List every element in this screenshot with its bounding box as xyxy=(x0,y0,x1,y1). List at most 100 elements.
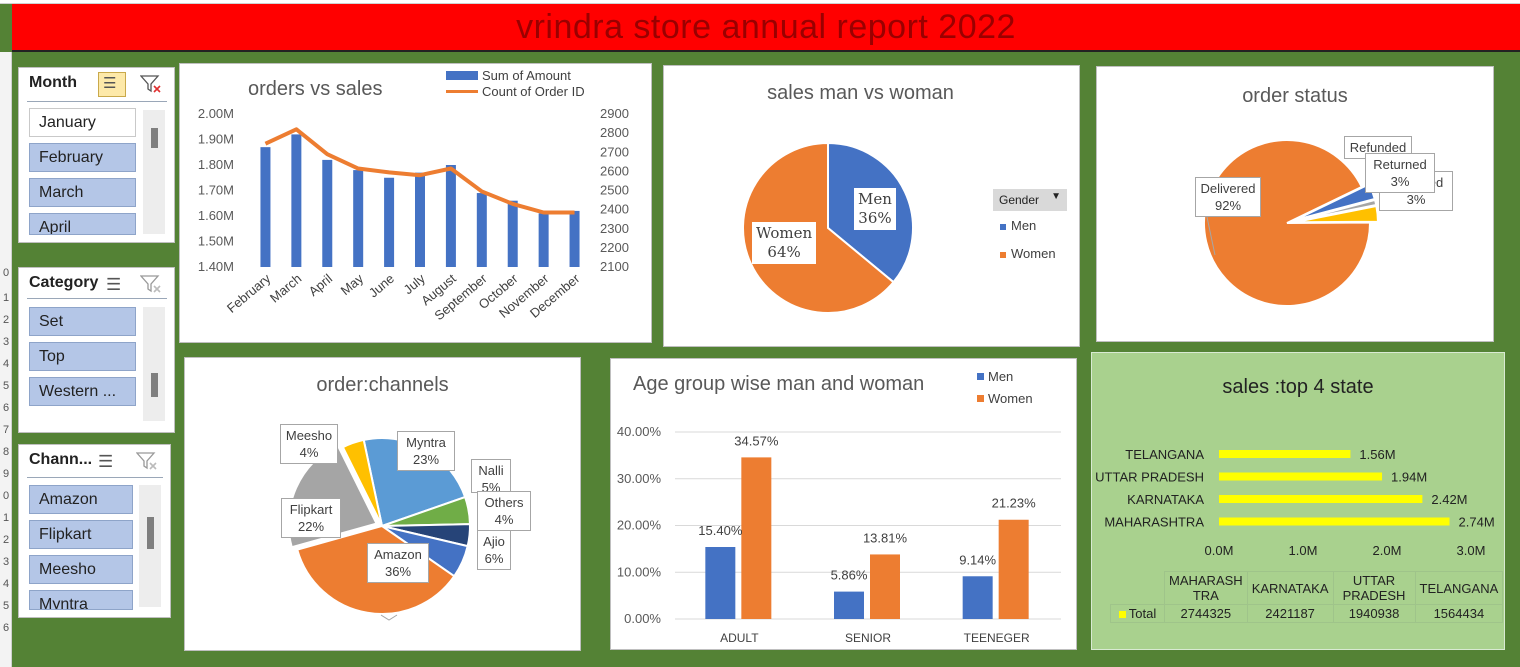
x-tick-label: 3.0M xyxy=(1457,543,1486,558)
gender-legend-filter[interactable]: Gender ▼ xyxy=(993,189,1067,211)
age-group-plot: 40.00% 30.00% 20.00% 10.00% 0.00% 15.40% 34.57… xyxy=(617,424,1061,645)
slicer-item-meesho[interactable]: Meesho xyxy=(29,555,133,584)
women-data-label: 13.81% xyxy=(863,530,908,545)
multi-select-icon[interactable]: ☰ xyxy=(106,275,122,294)
legend-label-women: Women xyxy=(988,391,1033,406)
label-nalli-name: Nalli xyxy=(478,463,504,478)
dropdown-arrow-icon: ▼ xyxy=(1051,191,1061,202)
amount-bar xyxy=(291,134,302,267)
label-returned: Returned 3% xyxy=(1365,153,1435,193)
slicer-item-march[interactable]: March xyxy=(29,178,136,207)
slicer-item-flipkart[interactable]: Flipkart xyxy=(29,520,133,549)
x-tick-label: TEENEGER xyxy=(964,631,1030,645)
slicer-item-myntra[interactable]: Myntra xyxy=(29,590,133,610)
row-number: 1 xyxy=(2,292,10,304)
scrollbar-thumb[interactable] xyxy=(147,517,154,549)
status-slice xyxy=(1294,198,1378,223)
slicer-header: Month xyxy=(29,74,77,91)
slicer-divider xyxy=(27,101,167,102)
legend-swatch-women xyxy=(1000,252,1006,258)
age-group-chart[interactable]: Age group wise man and woman Men Women 4… xyxy=(610,358,1077,650)
channel-slicer[interactable]: Chann... ☰ Amazon Flipkart Meesho Myntra xyxy=(18,444,171,618)
row-number: 9 xyxy=(2,468,10,480)
left-axis-tick: 1.60M xyxy=(198,208,234,223)
month-slicer[interactable]: Month ☰ January February March April xyxy=(18,67,175,243)
right-axis-tick: 2500 xyxy=(600,183,629,198)
slicer-item-february[interactable]: February xyxy=(29,143,136,172)
slicer-scrollbar[interactable] xyxy=(139,485,161,607)
state-label: UTTAR PRADESH xyxy=(1095,470,1204,485)
legend-label-men: Men xyxy=(1011,218,1037,233)
slicer-item-april[interactable]: April xyxy=(29,213,136,235)
y-tick-label: 40.00% xyxy=(617,424,662,439)
order-status-chart[interactable]: order status Delivered 92% ed 3% Refunded … xyxy=(1096,66,1494,342)
amount-bar xyxy=(260,147,271,267)
slicer-divider xyxy=(27,298,167,299)
clear-filter-icon[interactable] xyxy=(139,74,162,97)
states-table: MAHARASH TRA KARNATAKA UTTAR PRADESH TELANG… xyxy=(1110,571,1504,623)
month-tick-label: April xyxy=(306,271,336,299)
x-tick-label: SENIOR xyxy=(845,631,891,645)
label-others-name: Others xyxy=(484,495,524,510)
label-others: Others 4% xyxy=(477,491,531,531)
multi-select-icon[interactable]: ☰ xyxy=(98,452,114,471)
label-others-pct: 4% xyxy=(494,512,514,527)
men-data-label: 5.86% xyxy=(831,568,868,583)
right-axis-tick: 2900 xyxy=(600,106,629,121)
row-number: 7 xyxy=(2,424,10,436)
month-tick-label: June xyxy=(366,271,397,301)
amount-bar xyxy=(384,177,395,267)
women-bar xyxy=(741,457,772,619)
label-men: Men 36% xyxy=(854,188,896,230)
chart-title: sales :top 4 state xyxy=(1222,376,1374,398)
slicer-scrollbar[interactable] xyxy=(143,307,165,421)
scrollbar-thumb[interactable] xyxy=(151,373,158,397)
chart-title: Age group wise man and woman xyxy=(633,373,925,395)
label-nalli: Nalli 5% xyxy=(471,459,511,493)
men-data-label: 15.40% xyxy=(698,523,743,538)
slicer-item-western[interactable]: Western ... xyxy=(29,377,136,406)
right-axis-tick: 2200 xyxy=(600,240,629,255)
amount-bar xyxy=(538,213,549,267)
right-axis-tick: 2600 xyxy=(600,163,629,178)
y-tick-label: 30.00% xyxy=(617,471,662,486)
legend-label-men: Men xyxy=(988,369,1014,384)
clear-filter-icon[interactable] xyxy=(135,451,158,474)
label-meesho: Meesho 4% xyxy=(280,424,338,464)
slicer-item-january[interactable]: January xyxy=(29,108,136,137)
slicer-header: Category xyxy=(29,274,99,291)
left-axis-tick: 1.80M xyxy=(198,157,234,172)
table-header: TELANGANA xyxy=(1414,571,1504,605)
slicer-item-top[interactable]: Top xyxy=(29,342,136,371)
right-axis-tick: 2800 xyxy=(600,125,629,140)
row-number: 3 xyxy=(2,336,10,348)
men-bar xyxy=(705,547,736,619)
slicer-divider xyxy=(27,477,163,478)
slicer-item-amazon[interactable]: Amazon xyxy=(29,485,133,514)
table-header: KARNATAKA xyxy=(1246,571,1334,605)
left-axis-tick: 1.40M xyxy=(198,259,234,274)
label-cancelled-pct: 3% xyxy=(1406,192,1426,207)
women-bar xyxy=(998,519,1029,619)
x-tick-label: 0.0M xyxy=(1205,543,1234,558)
sales-gender-chart[interactable]: sales man vs woman Men 36% Women 64% Gende… xyxy=(663,65,1080,347)
amount-bar xyxy=(476,193,487,267)
multi-select-icon[interactable]: ☰ xyxy=(98,72,126,97)
slicer-item-set[interactable]: Set xyxy=(29,307,136,336)
order-channels-chart[interactable]: order:channels Meesho 4% Myntra 23% Nalli 5… xyxy=(184,357,581,651)
slicer-scrollbar[interactable] xyxy=(143,110,165,234)
label-women: Women 64% xyxy=(752,222,817,264)
label-myntra: Myntra 23% xyxy=(397,431,455,471)
scrollbar-thumb[interactable] xyxy=(151,128,158,148)
legend-swatch-men xyxy=(1000,224,1006,230)
left-axis-tick: 1.50M xyxy=(198,234,234,249)
state-label: KARNATAKA xyxy=(1127,492,1204,507)
top-states-chart[interactable]: sales :top 4 state TELANGANA 1.56M UTTAR P… xyxy=(1091,352,1505,650)
women-data-label: 21.23% xyxy=(992,496,1037,511)
chart-title: sales man vs woman xyxy=(767,82,954,104)
orders-vs-sales-chart[interactable]: orders vs sales Sum of Amount Count of O… xyxy=(179,63,652,343)
label-flipkart-pct: 22% xyxy=(297,519,325,534)
left-axis-tick: 1.70M xyxy=(198,183,234,198)
clear-filter-icon[interactable] xyxy=(139,274,162,297)
category-slicer[interactable]: Category ☰ Set Top Western ... xyxy=(18,267,175,433)
